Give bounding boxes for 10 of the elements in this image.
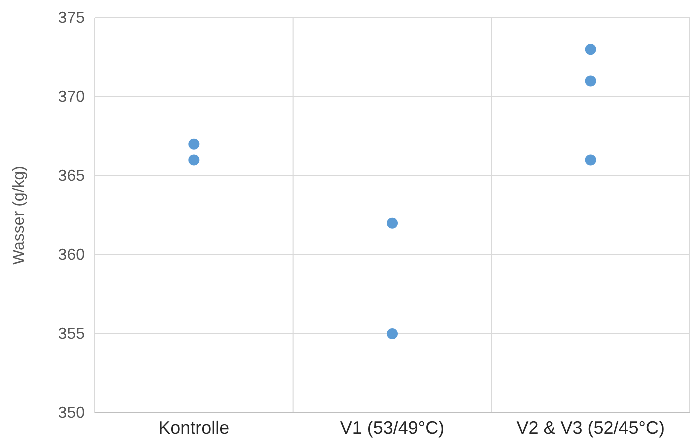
x-tick-label: Kontrolle xyxy=(158,418,230,438)
y-tick-label: 375 xyxy=(58,10,86,28)
x-tick-label: V2 & V3 (52/45°C) xyxy=(516,418,665,438)
y-tick-label: 365 xyxy=(58,168,86,186)
x-tick-label: V1 (53/49°C) xyxy=(340,418,445,438)
y-tick-label: 355 xyxy=(58,326,86,344)
y-axis-title: Wasser (g/kg) xyxy=(11,166,28,265)
y-tick-label: 370 xyxy=(58,89,86,106)
y-tick-label: 350 xyxy=(58,405,86,422)
y-tick-label: 360 xyxy=(58,247,86,264)
